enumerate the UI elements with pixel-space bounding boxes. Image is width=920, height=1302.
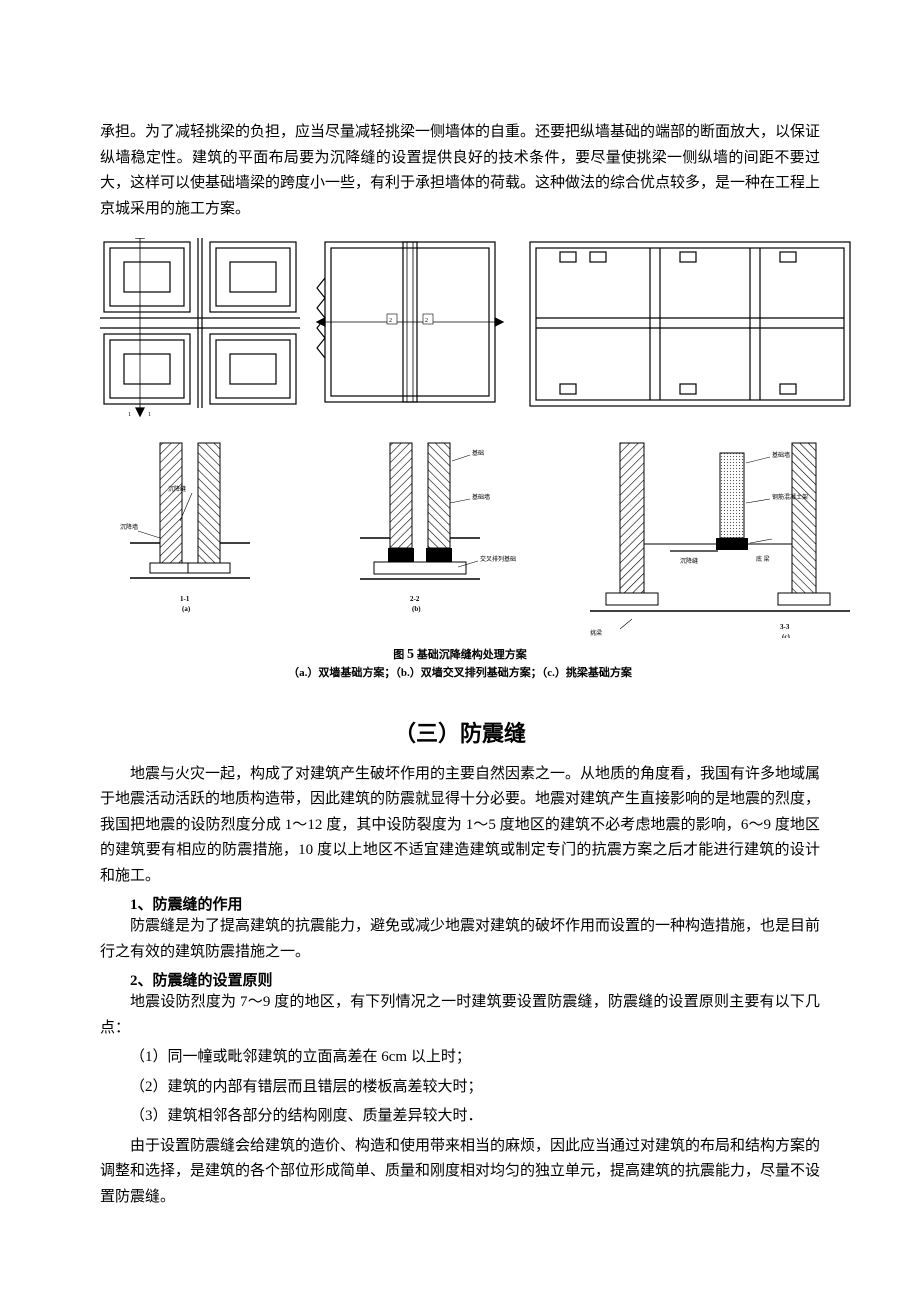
s3-intro: 地震与火灾一起，构成了对建筑产生破坏作用的主要自然因素之一。从地质的角度看，我国…	[100, 762, 820, 890]
s3-h2: 2、防震缝的设置原则	[100, 969, 820, 990]
label-jichuqiang-c: 基础墙	[772, 451, 790, 459]
fig-a-num1b: 1	[148, 412, 151, 418]
intro-paragraph: 承担。为了减轻挑梁的负担，应当尽量减轻挑梁一侧墙体的自重。还要把纵墙基础的端部的…	[100, 120, 820, 222]
fig5-line2: （a.）双墙基础方案；（b.）双墙交叉排列基础方案；（c.）挑梁基础方案	[288, 667, 632, 679]
section-b-sub: (b)	[412, 605, 421, 613]
figure-5-caption: 图 5 基础沉降缝构处理方案 （a.）双墙基础方案；（b.）双墙交叉排列基础方案…	[100, 644, 820, 682]
section-c-sub: (c)	[782, 633, 790, 638]
label-jiaocha: 交叉排列基础	[480, 555, 516, 563]
fig-a-num1: 1	[128, 412, 131, 418]
section-2-2: 2-2	[410, 595, 420, 603]
label-diliang: 底 梁	[756, 555, 770, 563]
s3-li1: （1）同一幢或毗邻建筑的立面高差在 6cm 以上时；	[100, 1045, 820, 1071]
s3-p1: 防震缝是为了提高建筑的抗震能力，避免或减少地震对建筑的破坏作用而设置的一种构造措…	[100, 914, 820, 965]
s3-li3: （3）建筑相邻各部分的结构刚度、质量差异较大时．	[100, 1104, 820, 1130]
s3-p2: 地震设防烈度为 7～9 度的地区，有下列情况之一时建筑要设置防震缝，防震缝的设置…	[100, 990, 820, 1041]
fig5-num: 5	[407, 647, 414, 662]
section-a-sub: (a)	[182, 605, 191, 613]
fig5-prefix: 图	[393, 649, 404, 661]
fig-b-num2b: 2	[425, 318, 428, 324]
section-3-3: 3-3	[780, 623, 790, 631]
fig-b-num2a: 2	[389, 318, 392, 324]
label-chenjiangqiang: 沉降墙	[120, 523, 138, 531]
label-gangjin: 钢筋混凝土架	[772, 493, 808, 501]
fig5-suffix: 基础沉降缝构处理方案	[417, 649, 527, 661]
figure-5-block: 1 1 2 2	[100, 238, 820, 682]
label-jichu: 基础	[472, 449, 484, 457]
label-chenjiangfeng-c: 沉降缝	[680, 557, 698, 565]
label-jichuqiang-b: 基础墙	[472, 493, 490, 501]
s3-h1: 1、防震缝的作用	[100, 893, 820, 914]
label-tiaoliang: 挑梁	[590, 629, 602, 637]
label-chenjiangfeng-a: 沉降缝	[168, 485, 186, 493]
section-3-title: （三）防震缝	[100, 716, 820, 748]
figure-5-diagram: 1 1 2 2	[100, 238, 860, 638]
s3-p3: 由于设置防震缝会给建筑的造价、构造和使用带来相当的麻烦，因此应当通过对建筑的布局…	[100, 1134, 820, 1211]
section-1-1: 1-1	[180, 595, 190, 603]
s3-li2: （2）建筑的内部有错层而且错层的楼板高差较大时；	[100, 1075, 820, 1101]
